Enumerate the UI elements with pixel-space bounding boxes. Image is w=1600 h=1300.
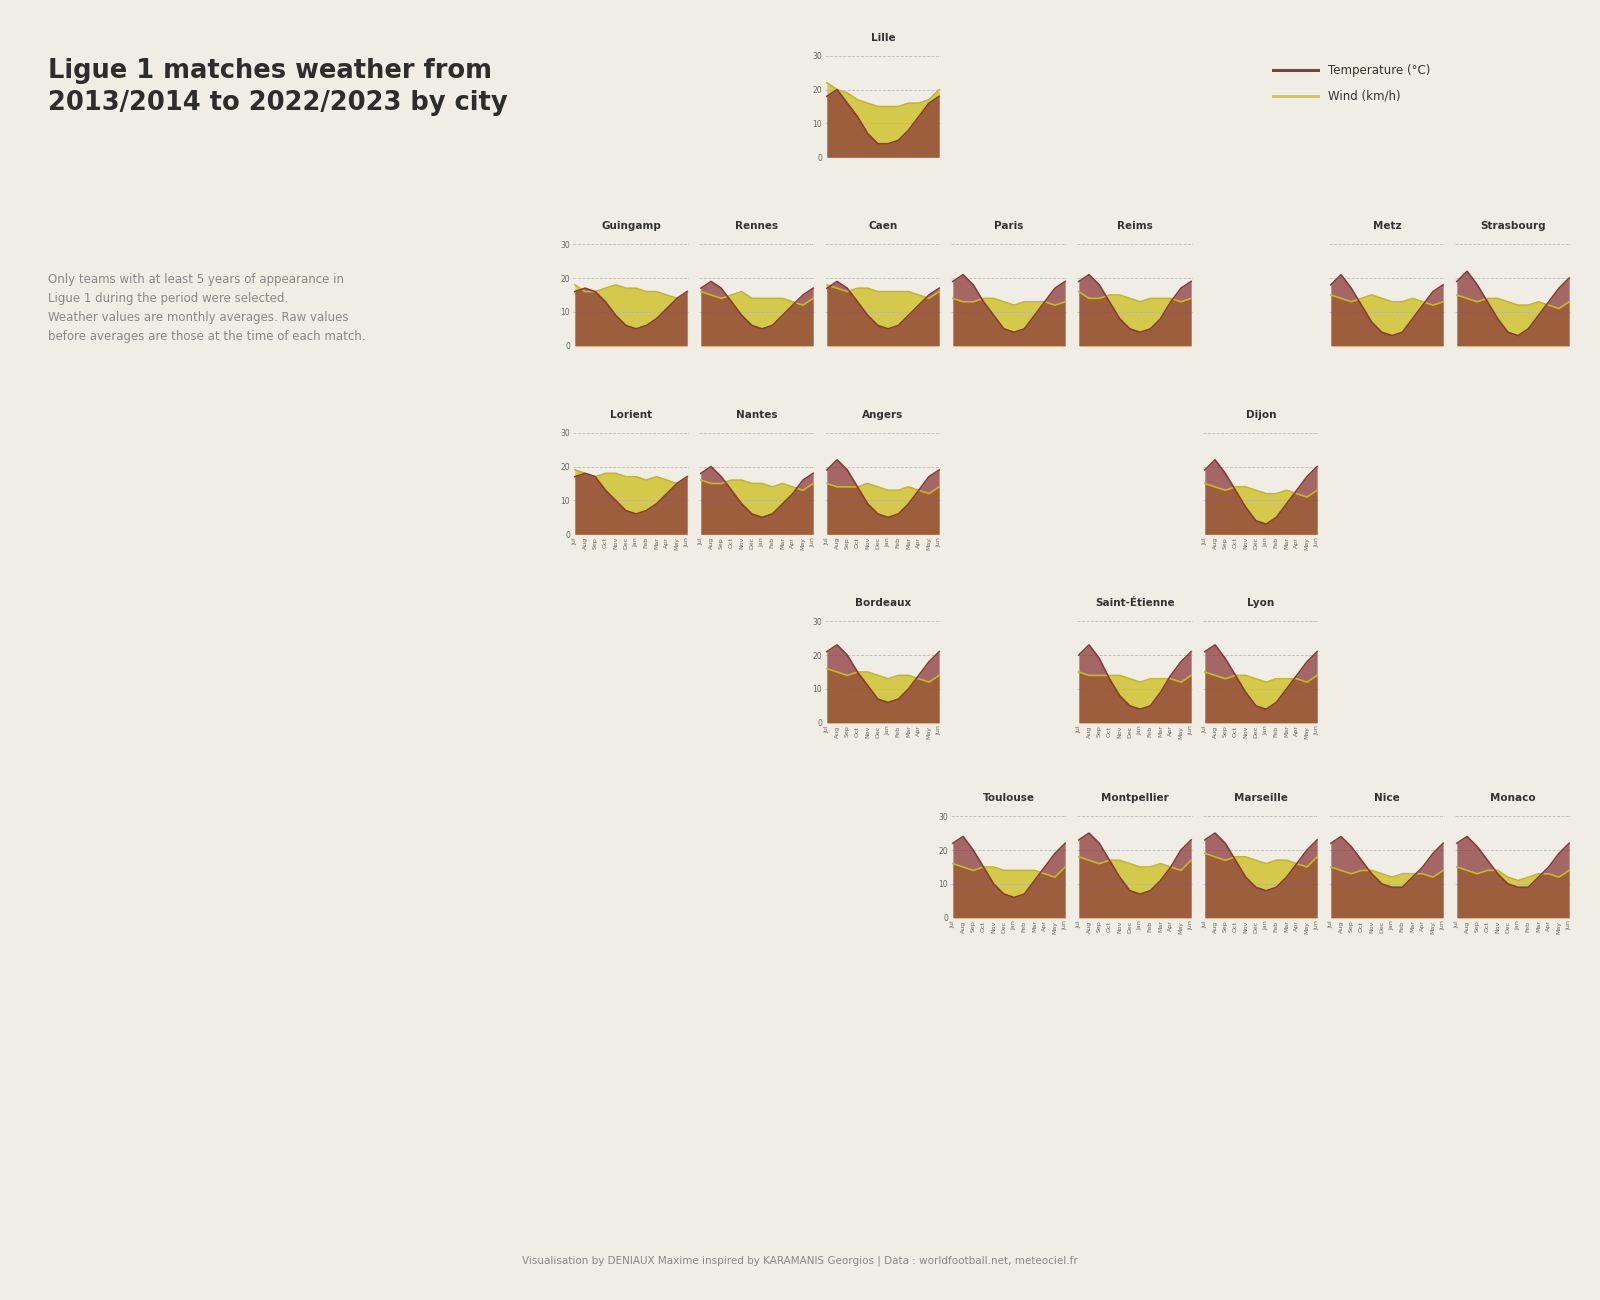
Text: Lyon: Lyon: [1248, 598, 1275, 608]
Text: Reims: Reims: [1117, 221, 1154, 231]
Text: Only teams with at least 5 years of appearance in
Ligue 1 during the period were: Only teams with at least 5 years of appe…: [48, 273, 365, 343]
Text: Paris: Paris: [994, 221, 1024, 231]
Text: Guingamp: Guingamp: [602, 221, 661, 231]
Text: Caen: Caen: [869, 221, 898, 231]
Text: Visualisation by DENIAUX Maxime inspired by KARAMANIS Georgios | Data : worldfoo: Visualisation by DENIAUX Maxime inspired…: [522, 1256, 1078, 1266]
Text: Ligue 1 matches weather from
2013/2014 to 2022/2023 by city: Ligue 1 matches weather from 2013/2014 t…: [48, 58, 507, 116]
Text: Angers: Angers: [862, 410, 904, 420]
Text: Strasbourg: Strasbourg: [1480, 221, 1546, 231]
Text: Bordeaux: Bordeaux: [854, 598, 910, 608]
Text: Wind (km/h): Wind (km/h): [1328, 90, 1400, 103]
Text: Lorient: Lorient: [610, 410, 653, 420]
Text: Dijon: Dijon: [1246, 410, 1277, 420]
Text: Saint-Étienne: Saint-Étienne: [1094, 598, 1174, 608]
Text: Nice: Nice: [1374, 793, 1400, 803]
Text: Marseille: Marseille: [1234, 793, 1288, 803]
Text: Metz: Metz: [1373, 221, 1402, 231]
Text: Montpellier: Montpellier: [1101, 793, 1170, 803]
Text: Nantes: Nantes: [736, 410, 778, 420]
Text: Rennes: Rennes: [736, 221, 779, 231]
Text: Toulouse: Toulouse: [982, 793, 1035, 803]
Text: Lille: Lille: [870, 32, 896, 43]
Text: Temperature (°C): Temperature (°C): [1328, 64, 1430, 77]
Text: Monaco: Monaco: [1490, 793, 1536, 803]
